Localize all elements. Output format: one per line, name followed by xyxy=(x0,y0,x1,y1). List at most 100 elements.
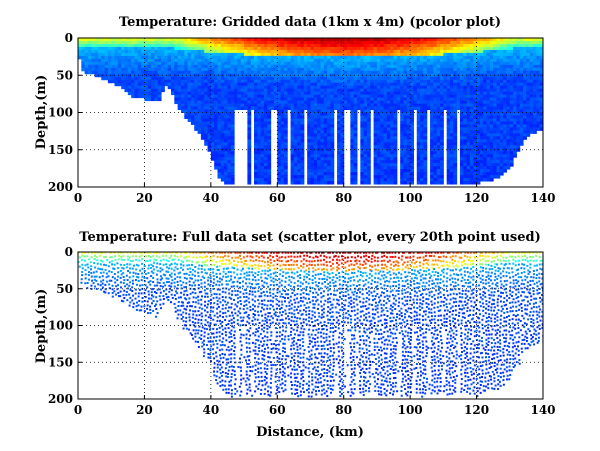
heatmap-cell xyxy=(323,61,328,66)
heatmap-cell xyxy=(403,154,408,158)
heatmap-cell xyxy=(330,82,335,87)
heatmap-cell xyxy=(509,130,514,134)
heatmap-cell xyxy=(509,43,514,48)
heatmap-cell xyxy=(473,82,478,87)
heatmap-cell xyxy=(254,109,258,113)
heatmap-cell xyxy=(483,154,488,158)
heatmap-cell xyxy=(180,91,185,96)
heatmap-cell xyxy=(469,46,474,51)
heatmap-cell xyxy=(337,100,341,105)
heatmap-cell xyxy=(144,40,149,45)
heatmap-cell xyxy=(220,121,225,125)
heatmap-cell xyxy=(204,82,209,87)
heatmap-cell xyxy=(293,181,298,185)
heatmap-cell xyxy=(154,49,159,54)
heatmap-cell xyxy=(147,64,152,69)
heatmap-cell xyxy=(446,46,451,51)
heatmap-cell xyxy=(247,94,252,99)
heatmap-cell xyxy=(317,52,321,57)
heatmap-cell xyxy=(177,91,182,96)
heatmap-cell xyxy=(473,115,478,119)
heatmap-cell xyxy=(430,130,434,134)
heatmap-cell xyxy=(81,58,86,63)
heatmap-cell xyxy=(313,178,318,182)
heatmap-cell xyxy=(516,136,521,140)
heatmap-cell xyxy=(503,55,507,60)
heatmap-cell xyxy=(317,148,321,152)
heatmap-cell xyxy=(264,82,268,87)
heatmap-cell xyxy=(204,109,209,113)
heatmap-cell xyxy=(347,79,351,84)
heatmap-cell xyxy=(154,97,159,102)
heatmap-cell xyxy=(227,127,232,131)
heatmap-cell xyxy=(147,79,152,84)
heatmap-cell xyxy=(420,97,424,102)
heatmap-cell xyxy=(217,40,222,45)
heatmap-cell xyxy=(257,43,262,48)
heatmap-cell xyxy=(483,94,488,99)
heatmap-cell xyxy=(141,70,145,75)
heatmap-cell xyxy=(459,82,464,87)
heatmap-cell xyxy=(486,91,491,96)
heatmap-cell xyxy=(184,43,189,48)
heatmap-cell xyxy=(393,157,398,161)
heatmap-cell xyxy=(503,76,507,81)
heatmap-cell xyxy=(347,94,351,99)
heatmap-cell xyxy=(469,142,474,146)
heatmap-cell xyxy=(410,157,414,161)
heatmap-cell xyxy=(184,88,189,93)
heatmap-cell xyxy=(114,55,119,60)
heatmap-cell xyxy=(300,103,305,108)
heatmap-cell xyxy=(450,109,454,113)
heatmap-cell xyxy=(171,73,175,78)
heatmap-cell xyxy=(516,85,521,90)
heatmap-cell xyxy=(479,58,484,63)
heatmap-cell xyxy=(300,121,305,125)
heatmap-cell xyxy=(340,130,345,134)
heatmap-cell xyxy=(366,73,371,78)
heatmap-cell xyxy=(347,52,351,57)
heatmap-cell xyxy=(466,58,471,63)
heatmap-cell xyxy=(506,55,511,60)
heatmap-cell xyxy=(486,43,491,48)
panel-gridded: Temperature: Gridded data (1km x 4m) (pc… xyxy=(34,15,556,205)
heatmap-cell xyxy=(440,55,444,60)
heatmap-cell xyxy=(446,67,451,72)
heatmap-cell xyxy=(297,148,302,152)
heatmap-cell xyxy=(293,67,298,72)
heatmap-cell xyxy=(406,58,411,63)
heatmap-cell xyxy=(453,64,458,69)
heatmap-cell xyxy=(330,40,335,45)
heatmap-cell xyxy=(190,61,195,66)
heatmap-cell xyxy=(456,67,461,72)
heatmap-cell xyxy=(360,52,365,57)
heatmap-cell xyxy=(469,136,474,140)
heatmap-cell xyxy=(390,67,395,72)
heatmap-cell xyxy=(320,79,325,84)
heatmap-cell xyxy=(327,103,331,108)
heatmap-cell xyxy=(390,82,395,87)
heatmap-cell xyxy=(476,115,481,119)
heatmap-cell xyxy=(473,163,478,167)
heatmap-cell xyxy=(403,82,408,87)
heatmap-cell xyxy=(190,43,195,48)
heatmap-cell xyxy=(519,67,524,72)
heatmap-cell xyxy=(360,157,365,161)
heatmap-cell xyxy=(413,38,418,42)
heatmap-cell xyxy=(529,52,534,57)
heatmap-cell xyxy=(373,82,378,87)
heatmap-cell xyxy=(137,88,142,93)
heatmap-cell xyxy=(257,154,262,158)
heatmap-cell xyxy=(413,82,418,87)
heatmap-cell xyxy=(260,175,265,179)
heatmap-cell xyxy=(366,91,371,96)
heatmap-cell xyxy=(420,139,424,143)
heatmap-cell xyxy=(330,166,335,170)
heatmap-cell xyxy=(300,178,305,182)
heatmap-cell xyxy=(217,172,222,176)
heatmap-cell xyxy=(307,169,311,173)
heatmap-cell xyxy=(509,70,514,75)
heatmap-cell xyxy=(410,175,414,179)
heatmap-cell xyxy=(220,67,225,72)
heatmap-cell xyxy=(400,151,404,155)
